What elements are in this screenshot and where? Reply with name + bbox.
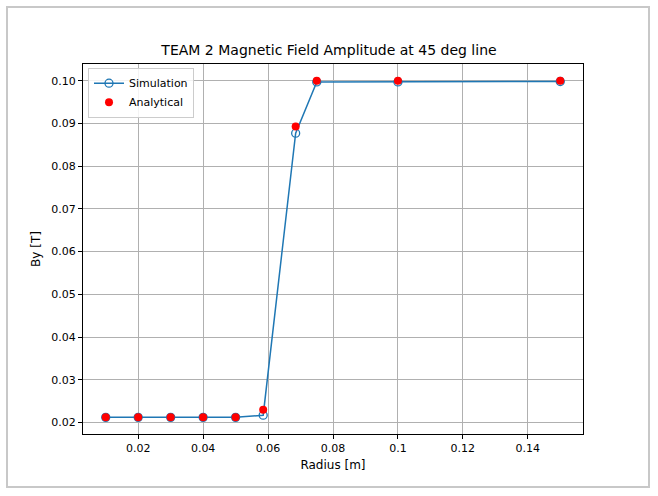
svg-text:0.10: 0.10 bbox=[51, 75, 76, 88]
svg-text:0.04: 0.04 bbox=[51, 331, 76, 344]
svg-text:0.03: 0.03 bbox=[51, 374, 76, 387]
svg-text:Radius [m]: Radius [m] bbox=[300, 458, 365, 472]
svg-text:0.1: 0.1 bbox=[389, 442, 407, 455]
svg-text:0.14: 0.14 bbox=[516, 442, 541, 455]
svg-text:0.02: 0.02 bbox=[126, 442, 151, 455]
svg-text:0.06: 0.06 bbox=[51, 245, 76, 258]
svg-text:0.07: 0.07 bbox=[51, 203, 76, 216]
svg-text:0.08: 0.08 bbox=[51, 160, 76, 173]
svg-text:0.12: 0.12 bbox=[451, 442, 476, 455]
svg-text:0.05: 0.05 bbox=[51, 288, 76, 301]
svg-text:0.09: 0.09 bbox=[51, 117, 76, 130]
svg-text:0.06: 0.06 bbox=[256, 442, 281, 455]
svg-text:TEAM 2 Magnetic Field Amplitud: TEAM 2 Magnetic Field Amplitude at 45 de… bbox=[160, 42, 496, 58]
svg-text:By [T]: By [T] bbox=[29, 231, 43, 267]
svg-text:Analytical: Analytical bbox=[129, 96, 183, 109]
svg-text:Simulation: Simulation bbox=[129, 77, 188, 90]
svg-text:0.02: 0.02 bbox=[51, 416, 76, 429]
svg-text:0.04: 0.04 bbox=[191, 442, 216, 455]
svg-text:0.08: 0.08 bbox=[321, 442, 346, 455]
